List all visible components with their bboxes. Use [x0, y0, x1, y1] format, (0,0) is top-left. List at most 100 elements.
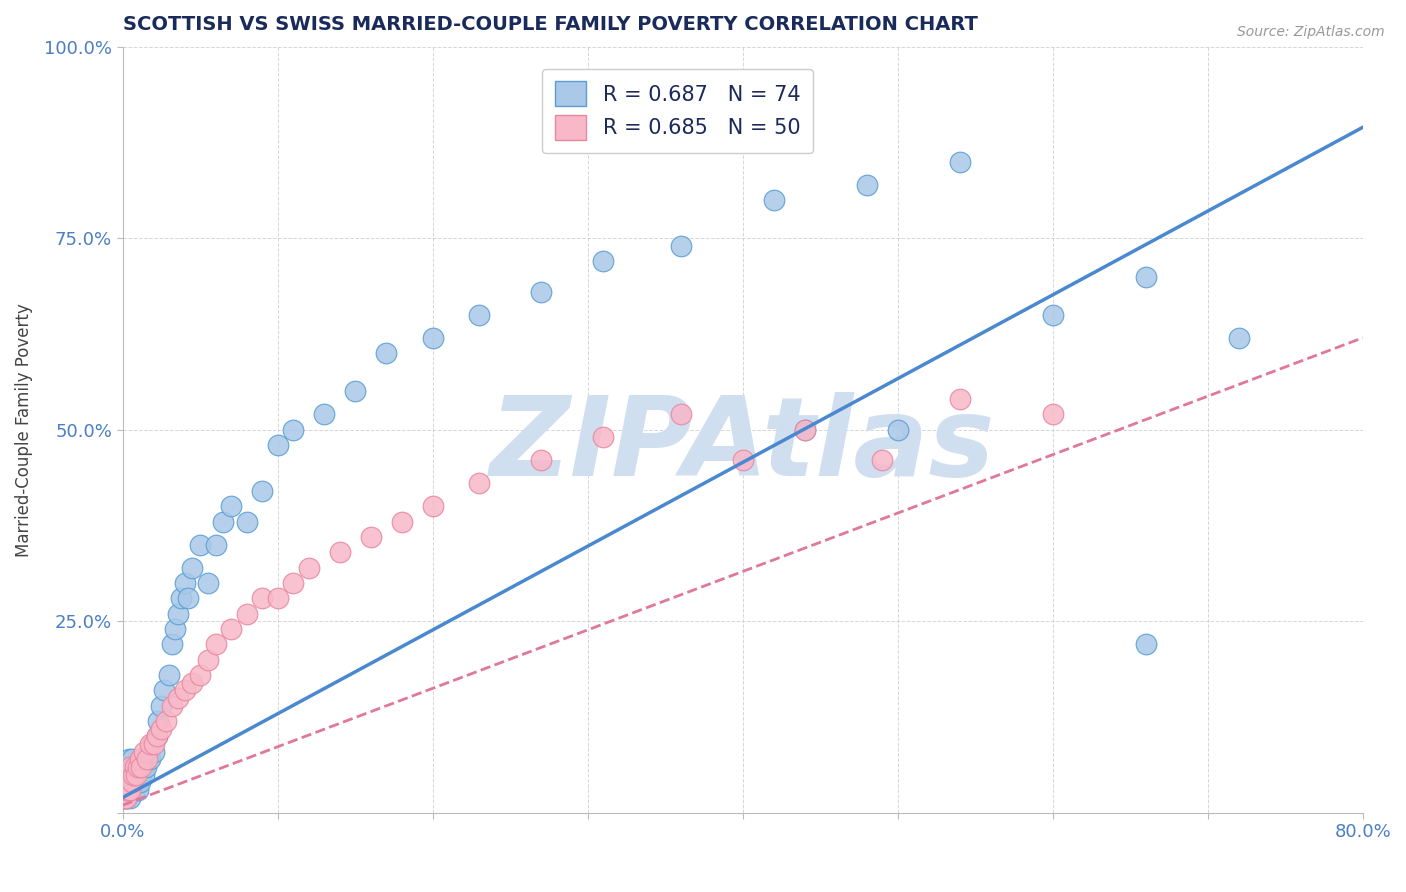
Point [592, 430, 614, 444]
Point [112, 775, 135, 789]
Point [1227, 331, 1250, 345]
Point [197, 576, 219, 591]
Point [121, 775, 143, 789]
Point [136, 752, 159, 766]
Text: ZIPAtlas: ZIPAtlas [489, 392, 995, 499]
Point [124, 760, 146, 774]
Point [266, 591, 288, 606]
Point [127, 783, 149, 797]
Point [219, 622, 242, 636]
Point [114, 790, 136, 805]
Point [150, 698, 173, 713]
Point [150, 722, 173, 736]
Point [173, 576, 195, 591]
Point [121, 752, 143, 766]
Point [167, 690, 190, 705]
Point [141, 737, 163, 751]
Point [468, 476, 491, 491]
Point [114, 767, 136, 781]
Point [212, 515, 235, 529]
Point [127, 767, 149, 781]
Y-axis label: Married-Couple Family Poverty: Married-Couple Family Poverty [15, 303, 32, 557]
Point [235, 607, 257, 621]
Point [120, 790, 142, 805]
Point [157, 668, 180, 682]
Point [235, 515, 257, 529]
Point [155, 714, 177, 728]
Point [793, 423, 815, 437]
Point [731, 453, 754, 467]
Point [118, 767, 141, 781]
Point [139, 752, 162, 766]
Point [128, 775, 150, 789]
Point [114, 775, 136, 789]
Point [124, 783, 146, 797]
Point [886, 423, 908, 437]
Point [530, 453, 553, 467]
Point [197, 653, 219, 667]
Point [948, 392, 970, 406]
Point [181, 675, 204, 690]
Point [115, 783, 138, 797]
Point [181, 560, 204, 574]
Point [1135, 637, 1157, 651]
Point [266, 438, 288, 452]
Point [122, 775, 145, 789]
Point [118, 783, 141, 797]
Point [468, 308, 491, 322]
Point [153, 683, 176, 698]
Point [360, 530, 382, 544]
Point [281, 576, 304, 591]
Point [669, 408, 692, 422]
Point [118, 783, 141, 797]
Point [136, 752, 159, 766]
Point [127, 760, 149, 774]
Point [128, 752, 150, 766]
Text: SCOTTISH VS SWISS MARRIED-COUPLE FAMILY POVERTY CORRELATION CHART: SCOTTISH VS SWISS MARRIED-COUPLE FAMILY … [122, 15, 977, 34]
Point [530, 285, 553, 299]
Point [592, 254, 614, 268]
Point [112, 775, 135, 789]
Point [204, 538, 226, 552]
Point [115, 790, 138, 805]
Point [122, 760, 145, 774]
Point [328, 545, 350, 559]
Point [118, 752, 141, 766]
Point [125, 760, 148, 774]
Point [112, 790, 135, 805]
Point [176, 591, 198, 606]
Point [115, 767, 138, 781]
Point [120, 783, 142, 797]
Point [160, 637, 183, 651]
Point [115, 775, 138, 789]
Point [142, 737, 165, 751]
Point [139, 737, 162, 751]
Point [129, 767, 152, 781]
Point [135, 760, 157, 774]
Point [870, 453, 893, 467]
Point [1042, 408, 1064, 422]
Point [120, 775, 142, 789]
Point [129, 752, 152, 766]
Point [118, 767, 141, 781]
Point [167, 607, 190, 621]
Point [391, 515, 413, 529]
Point [124, 767, 146, 781]
Point [131, 760, 153, 774]
Point [173, 683, 195, 698]
Point [145, 729, 167, 743]
Point [129, 760, 152, 774]
Point [142, 745, 165, 759]
Point [281, 423, 304, 437]
Point [669, 239, 692, 253]
Point [204, 637, 226, 651]
Point [375, 346, 398, 360]
Point [148, 714, 170, 728]
Point [188, 538, 211, 552]
Point [120, 760, 142, 774]
Point [793, 423, 815, 437]
Point [422, 331, 444, 345]
Point [125, 767, 148, 781]
Point [115, 760, 138, 774]
Point [121, 767, 143, 781]
